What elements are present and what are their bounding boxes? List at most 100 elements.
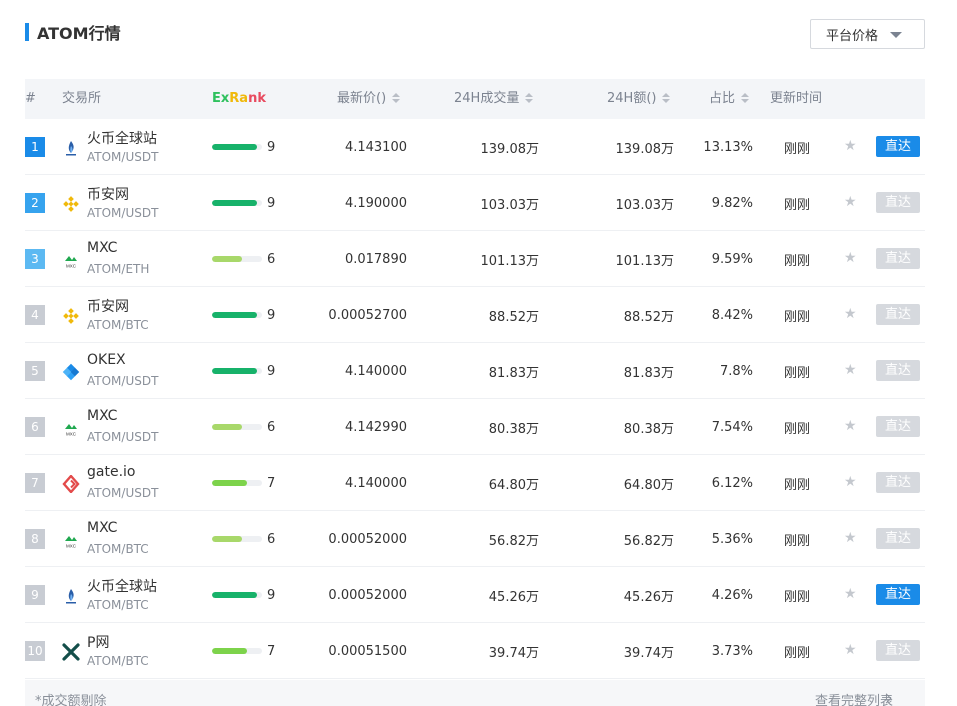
exchange-name-link[interactable]: P网 — [87, 635, 110, 651]
price-value: 4.142990 — [344, 419, 407, 435]
share-value: 3.73% — [711, 643, 753, 659]
share-value: 7.54% — [711, 419, 753, 435]
col-price-label: 最新价() — [337, 91, 387, 106]
exchange-name-link[interactable]: 火币全球站 — [87, 131, 157, 147]
score-value: 9 — [267, 139, 276, 155]
price-type-select[interactable]: 平台价格 — [810, 19, 925, 49]
exrank-score: 9 — [212, 119, 275, 175]
exrank-score: 6 — [212, 399, 275, 455]
amount-value: 81.83万 — [623, 365, 674, 381]
amount-value: 103.03万 — [615, 197, 675, 213]
exchange-name-link[interactable]: MXC — [87, 408, 118, 424]
exchange-name-link[interactable]: MXC — [87, 520, 118, 536]
exrank-score: 6 — [212, 231, 275, 287]
sort-icon — [392, 92, 401, 103]
go-button[interactable]: 直达 — [876, 528, 920, 549]
exchange-name-link[interactable]: OKEX — [87, 352, 126, 368]
go-button[interactable]: 直达 — [876, 416, 920, 437]
share-value: 7.8% — [719, 363, 753, 379]
col-exrank-logo: ExRank — [212, 79, 266, 119]
exrank-part-3: nk — [248, 91, 266, 106]
table-row: 5 OKEX ATOM/USDT 9 4.140000 81.83万 81.83万 7.8% 刚… — [25, 343, 925, 399]
exrank-score: 9 — [212, 567, 275, 623]
updated-time: 刚刚 — [784, 533, 811, 549]
go-button[interactable]: 直达 — [876, 640, 920, 661]
updated-time: 刚刚 — [784, 197, 811, 213]
score-fill — [212, 368, 257, 374]
go-button[interactable]: 直达 — [876, 136, 920, 157]
col-share[interactable]: 占比 — [709, 79, 750, 119]
score-value: 9 — [267, 195, 276, 211]
col-volume[interactable]: 24H成交量 — [454, 79, 534, 119]
star-icon[interactable]: ★ — [844, 530, 857, 546]
exchange-name-link[interactable]: 币安网 — [87, 187, 129, 203]
sort-icon — [525, 92, 534, 103]
star-icon[interactable]: ★ — [844, 194, 857, 210]
view-full-list-link[interactable]: 查看完整列表 — [814, 694, 893, 706]
exchange-name-link[interactable]: 币安网 — [87, 299, 129, 315]
amount-value: 80.38万 — [623, 421, 674, 437]
volume-value: 103.03万 — [480, 197, 540, 213]
volume-value: 39.74万 — [488, 645, 539, 661]
rank-badge: 9 — [25, 585, 45, 605]
market-table: # 交易所 ExRank 最新价() 24H成交量 24H额() 占比 更新时间… — [25, 79, 925, 679]
go-button[interactable]: 直达 — [876, 304, 920, 325]
exrank-part-2: Ra — [229, 91, 249, 106]
go-button[interactable]: 直达 — [876, 192, 920, 213]
exrank-score: 9 — [212, 343, 275, 399]
score-value: 6 — [267, 419, 276, 435]
poloniex-icon — [62, 643, 80, 661]
trading-pair: ATOM/USDT — [87, 430, 159, 444]
rank-badge: 3 — [25, 249, 45, 269]
go-button[interactable]: 直达 — [876, 248, 920, 269]
exchange-name-link[interactable]: 火币全球站 — [87, 579, 157, 595]
score-bar — [212, 200, 262, 206]
star-icon[interactable]: ★ — [844, 138, 857, 154]
exchange-name-link[interactable]: MXC — [87, 240, 118, 256]
score-bar — [212, 256, 262, 262]
col-amount[interactable]: 24H额() — [607, 79, 671, 119]
amount-value: 56.82万 — [623, 533, 674, 549]
page-title: ATOM行情 — [37, 24, 121, 43]
score-bar — [212, 648, 262, 654]
rank-badge: 2 — [25, 193, 45, 213]
table-row: 1 火币全球站 ATOM/USDT 9 4.143100 139.08万 139.08万 13… — [25, 119, 925, 175]
star-icon[interactable]: ★ — [844, 250, 857, 266]
star-icon[interactable]: ★ — [844, 362, 857, 378]
exchange-name-link[interactable]: gate.io — [87, 464, 136, 480]
price-value: 4.143100 — [344, 139, 407, 155]
updated-time: 刚刚 — [784, 589, 811, 605]
go-button[interactable]: 直达 — [876, 584, 920, 605]
star-icon[interactable]: ★ — [844, 642, 857, 658]
trading-pair: ATOM/USDT — [87, 206, 159, 220]
score-fill — [212, 480, 247, 486]
go-button[interactable]: 直达 — [876, 472, 920, 493]
price-value: 0.00052000 — [328, 531, 407, 547]
trading-pair: ATOM/USDT — [87, 150, 159, 164]
volume-value: 45.26万 — [488, 589, 539, 605]
title-accent-bar — [25, 23, 29, 41]
rank-badge: 7 — [25, 473, 45, 493]
table-body: 1 火币全球站 ATOM/USDT 9 4.143100 139.08万 139.08万 13… — [25, 119, 925, 679]
volume-value: 139.08万 — [480, 141, 540, 157]
score-fill — [212, 312, 257, 318]
col-price[interactable]: 最新价() — [337, 79, 401, 119]
star-icon[interactable]: ★ — [844, 418, 857, 434]
exrank-part-1: Ex — [212, 91, 230, 106]
score-fill — [212, 256, 242, 262]
star-icon[interactable]: ★ — [844, 586, 857, 602]
star-icon[interactable]: ★ — [844, 306, 857, 322]
score-bar — [212, 536, 262, 542]
star-icon[interactable]: ★ — [844, 474, 857, 490]
price-value: 0.00051500 — [328, 643, 407, 659]
score-value: 6 — [267, 531, 276, 547]
volume-value: 80.38万 — [488, 421, 539, 437]
score-value: 9 — [267, 587, 276, 603]
price-value: 0.00052700 — [328, 307, 407, 323]
table-row: 6 MXC MXC ATOM/USDT 6 4.142990 80.38万 80.38万 7.5… — [25, 399, 925, 455]
gateio-icon — [62, 474, 80, 494]
table-row: 10 P网 ATOM/BTC 7 0.00051500 39.74万 39.74万 3.73%… — [25, 623, 925, 679]
svg-text:MXC: MXC — [66, 264, 77, 269]
volume-value: 81.83万 — [488, 365, 539, 381]
go-button[interactable]: 直达 — [876, 360, 920, 381]
